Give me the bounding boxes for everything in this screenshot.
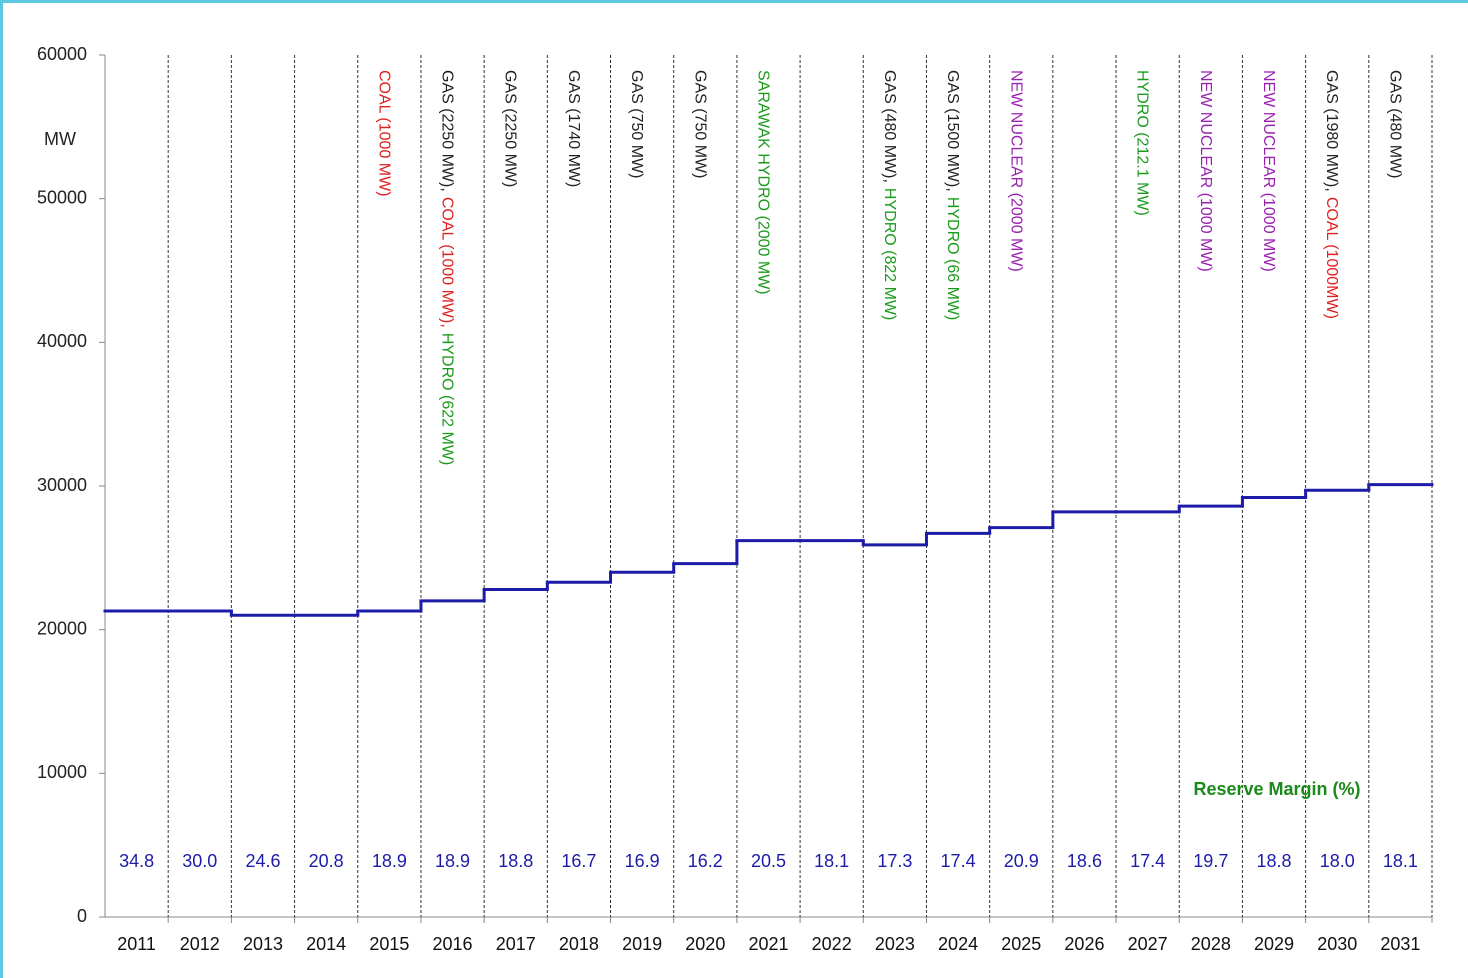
- reserve-margin-label: 18.9: [435, 851, 470, 871]
- annotation: GAS (2250 MW), COAL (1000 MW), HYDRO (622 …: [438, 70, 455, 465]
- y-tick-label: 10000: [37, 762, 87, 782]
- annotation-part: GAS (480 MW),: [881, 70, 898, 183]
- annotation-part: HYDRO (822 MW): [881, 188, 898, 320]
- reserve-margin-label: 18.6: [1067, 851, 1102, 871]
- y-tick-label: 20000: [37, 618, 87, 638]
- y-tick-label: 30000: [37, 475, 87, 495]
- x-tick-label: 2028: [1191, 934, 1231, 954]
- annotation-part: NEW NUCLEAR (1000 MW): [1260, 70, 1277, 272]
- reserve-margin-label: 18.8: [498, 851, 533, 871]
- annotation: NEW NUCLEAR (2000 MW): [1007, 70, 1024, 272]
- x-tick-label: 2029: [1254, 934, 1294, 954]
- annotation-part: HYDRO (622 MW): [438, 333, 455, 465]
- x-tick-label: 2026: [1064, 934, 1104, 954]
- annotation: NEW NUCLEAR (1000 MW): [1197, 70, 1214, 272]
- reserve-margin-label: 20.5: [751, 851, 786, 871]
- reserve-margin-label: 18.1: [814, 851, 849, 871]
- x-tick-label: 2019: [622, 934, 662, 954]
- annotation-part: GAS (1980 MW),: [1323, 70, 1340, 192]
- reserve-margin-label: 20.8: [309, 851, 344, 871]
- annotation: HYDRO (212.1 MW): [1133, 70, 1150, 216]
- x-tick-label: 2011: [117, 934, 156, 954]
- x-tick-label: 2018: [559, 934, 599, 954]
- x-tick-label: 2023: [875, 934, 915, 954]
- annotation: GAS (1980 MW), COAL (1000MW): [1323, 70, 1340, 319]
- reserve-margin-label: 30.0: [182, 851, 217, 871]
- reserve-margin-label: 16.9: [625, 851, 660, 871]
- x-tick-label: 2025: [1001, 934, 1041, 954]
- reserve-margin-label: 18.1: [1383, 851, 1418, 871]
- reserve-margin-label: 24.6: [245, 851, 280, 871]
- x-tick-label: 2013: [243, 934, 283, 954]
- reserve-margin-label: 18.9: [372, 851, 407, 871]
- x-tick-label: 2022: [812, 934, 852, 954]
- annotation-part: GAS (480 MW): [1386, 70, 1403, 178]
- annotation: GAS (1500 MW), HYDRO (66 MW): [944, 70, 961, 320]
- x-tick-label: 2016: [433, 934, 473, 954]
- annotation-part: SARAWAK HYDRO (2000 MW): [754, 70, 771, 295]
- x-tick-label: 2031: [1380, 934, 1420, 954]
- reserve-margin-label: 18.0: [1320, 851, 1355, 871]
- annotation-part: NEW NUCLEAR (2000 MW): [1007, 70, 1024, 272]
- reserve-margin-label: 17.4: [1130, 851, 1165, 871]
- reserve-margin-label: 16.7: [561, 851, 596, 871]
- reserve-margin-label: 18.8: [1257, 851, 1292, 871]
- annotation-part: GAS (750 MW): [691, 70, 708, 178]
- reserve-margin-label: 34.8: [119, 851, 154, 871]
- annotation-part: GAS (2250 MW),: [438, 70, 455, 192]
- x-tick-label: 2015: [369, 934, 409, 954]
- reserve-margin-label: 20.9: [1004, 851, 1039, 871]
- annotation-part: COAL (1000MW): [1323, 197, 1340, 319]
- annotation: COAL (1000 MW): [375, 70, 392, 197]
- annotation: SARAWAK HYDRO (2000 MW): [754, 70, 771, 295]
- annotation: GAS (1740 MW): [565, 70, 582, 187]
- x-tick-label: 2021: [748, 934, 788, 954]
- annotation: NEW NUCLEAR (1000 MW): [1260, 70, 1277, 272]
- annotation: GAS (480 MW): [1386, 70, 1403, 178]
- x-tick-label: 2024: [938, 934, 978, 954]
- annotation: GAS (480 MW), HYDRO (822 MW): [881, 70, 898, 320]
- x-tick-label: 2020: [685, 934, 725, 954]
- x-tick-label: 2017: [496, 934, 536, 954]
- annotation: GAS (2250 MW): [502, 70, 519, 187]
- annotation-part: GAS (750 MW): [628, 70, 645, 178]
- annotation-part: GAS (2250 MW): [502, 70, 519, 187]
- reserve-margin-label: 19.7: [1193, 851, 1228, 871]
- x-tick-label: 2027: [1128, 934, 1168, 954]
- annotation-part: GAS (1500 MW),: [944, 70, 961, 192]
- annotation-part: HYDRO (66 MW): [944, 197, 961, 321]
- y-axis-label: MW: [44, 129, 76, 149]
- reserve-margin-label: 17.4: [941, 851, 976, 871]
- annotation-part: NEW NUCLEAR (1000 MW): [1197, 70, 1214, 272]
- annotation: GAS (750 MW): [691, 70, 708, 178]
- y-tick-label: 50000: [37, 187, 87, 207]
- x-tick-label: 2030: [1317, 934, 1357, 954]
- annotation: GAS (750 MW): [628, 70, 645, 178]
- y-tick-label: 60000: [37, 44, 87, 64]
- annotation-part: COAL (1000 MW): [375, 70, 392, 197]
- y-tick-label: 0: [77, 906, 87, 926]
- x-tick-label: 2012: [180, 934, 220, 954]
- annotation-part: COAL (1000 MW),: [438, 197, 455, 328]
- reserve-margin-label: 16.2: [688, 851, 723, 871]
- y-tick-label: 40000: [37, 331, 87, 351]
- annotation-part: GAS (1740 MW): [565, 70, 582, 187]
- reserve-margin-title: Reserve Margin (%): [1193, 779, 1360, 799]
- reserve-margin-label: 17.3: [877, 851, 912, 871]
- annotation-part: HYDRO (212.1 MW): [1133, 70, 1150, 216]
- x-tick-label: 2014: [306, 934, 346, 954]
